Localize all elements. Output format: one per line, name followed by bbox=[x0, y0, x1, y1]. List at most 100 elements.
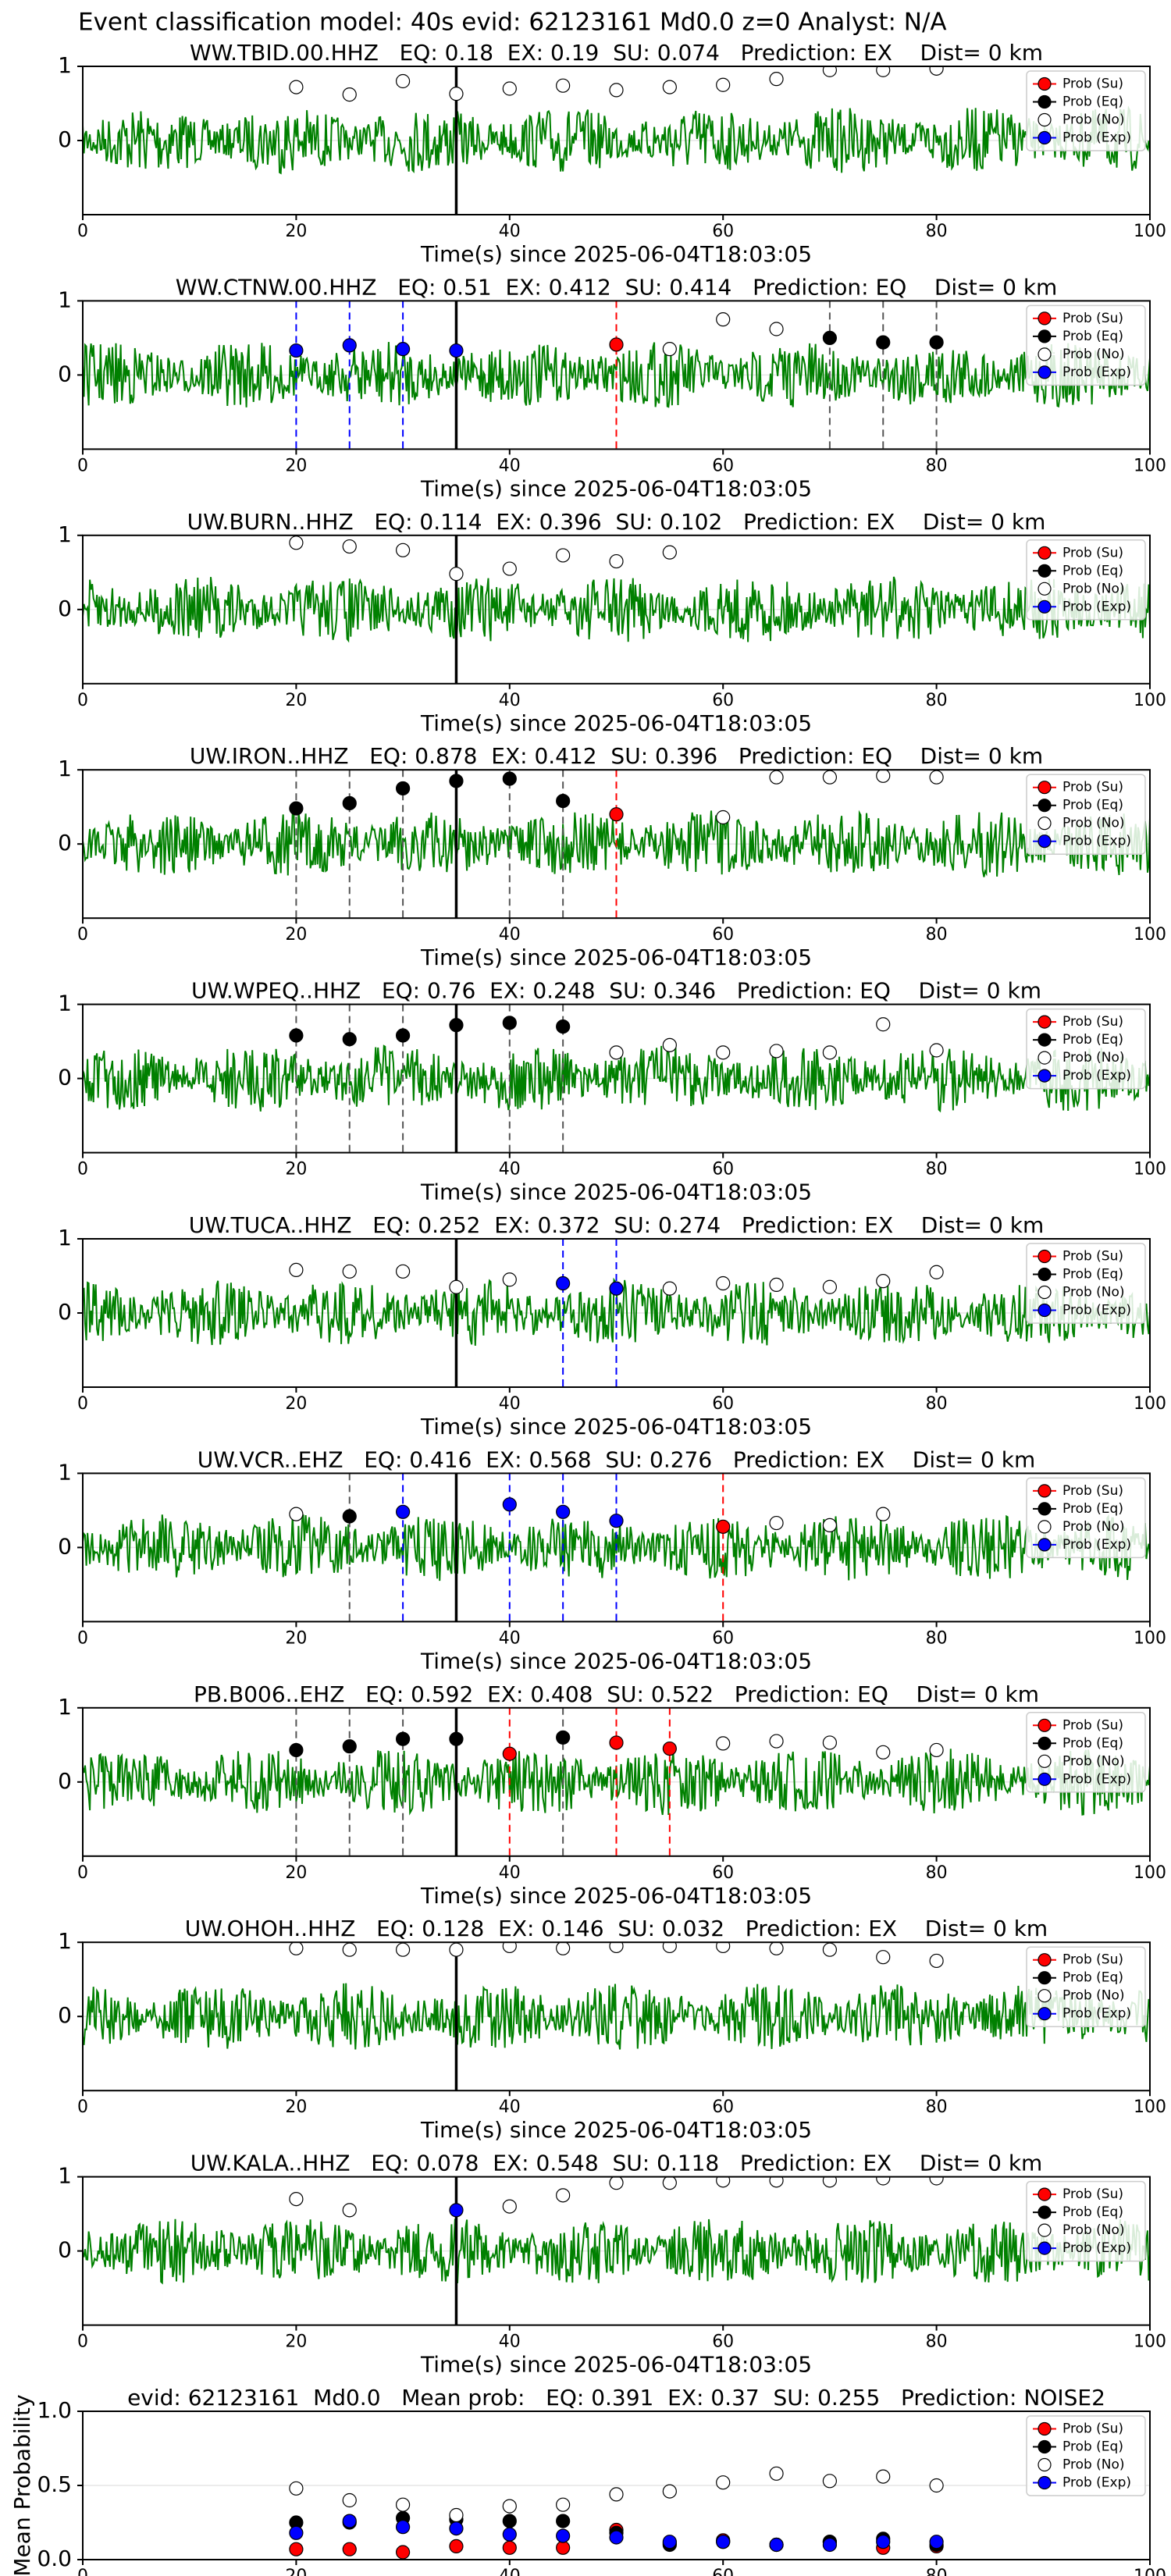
legend-label: Prob (Su) bbox=[1062, 1249, 1123, 1265]
legend: Prob (Su) Prob (Eq) Prob (No) Prob (Exp) bbox=[1026, 70, 1146, 151]
x-tick-label: 60 bbox=[712, 2097, 734, 2117]
legend-marker bbox=[1038, 1754, 1052, 1768]
x-tick-label: 80 bbox=[926, 2332, 948, 2352]
prob-point bbox=[342, 1264, 357, 1279]
legend-marker bbox=[1038, 834, 1052, 849]
prob-point bbox=[449, 2203, 464, 2218]
prob-point bbox=[342, 2203, 357, 2218]
x-tick-label: 0 bbox=[77, 691, 88, 710]
legend-box bbox=[1026, 1946, 1146, 2027]
legend: Prob (Su) Prob (Eq) Prob (No) Prob (Exp) bbox=[1026, 774, 1146, 855]
prob-point bbox=[769, 2537, 784, 2553]
y-tick-label: 1 bbox=[58, 756, 72, 781]
legend-label: Prob (Eq) bbox=[1062, 798, 1123, 813]
y-tick-label: 0 bbox=[58, 2237, 72, 2263]
x-tick-label: 100 bbox=[1134, 1394, 1166, 1414]
prob-point bbox=[342, 1509, 357, 1524]
prob-point bbox=[662, 1281, 677, 1296]
prob-point bbox=[502, 2514, 517, 2528]
prob-point bbox=[502, 2527, 517, 2542]
legend-label: Prob (Eq) bbox=[1062, 329, 1123, 344]
prob-point bbox=[395, 1731, 411, 1746]
y-tick-label: 0 bbox=[58, 126, 72, 152]
x-tick-label: 0 bbox=[77, 1863, 88, 1883]
legend-label: Prob (Eq) bbox=[1062, 563, 1123, 578]
x-tick-label: 0 bbox=[77, 925, 88, 945]
prob-point bbox=[502, 2540, 517, 2555]
prob-point bbox=[609, 2176, 624, 2190]
prob-point bbox=[342, 2514, 357, 2528]
prob-point bbox=[609, 807, 624, 822]
prob-point bbox=[449, 87, 464, 101]
prob-point bbox=[769, 1942, 784, 1955]
prob-point bbox=[822, 1517, 838, 1533]
x-tick-label: 0 bbox=[77, 2567, 88, 2576]
y-tick-label: 0 bbox=[58, 1533, 72, 1559]
legend: Prob (Su) Prob (Eq) Prob (No) Prob (Exp) bbox=[1026, 2180, 1146, 2262]
x-tick-label: 20 bbox=[285, 1160, 307, 1179]
prob-point bbox=[662, 342, 677, 357]
prob-point bbox=[769, 2176, 784, 2188]
x-tick-label: 40 bbox=[499, 925, 521, 945]
x-axis-label: Time(s) since 2025-06-04T18:03:05 bbox=[420, 241, 812, 267]
prob-point bbox=[929, 1742, 944, 1758]
prob-point bbox=[876, 1507, 891, 1521]
legend-marker bbox=[1038, 1069, 1052, 1083]
legend-label: Prob (Su) bbox=[1062, 2421, 1123, 2437]
prob-point bbox=[876, 1274, 891, 1289]
prob-point bbox=[395, 2520, 411, 2535]
x-tick-label: 20 bbox=[285, 456, 307, 475]
panel-title: UW.IRON..HHZ EQ: 0.878 EX: 0.412 SU: 0.3… bbox=[190, 743, 1043, 769]
panel-title: UW.WPEQ..HHZ EQ: 0.76 EX: 0.248 SU: 0.34… bbox=[191, 978, 1041, 1004]
y-tick-label: 1 bbox=[58, 991, 72, 1016]
prob-point bbox=[449, 1279, 464, 1294]
x-tick-label: 40 bbox=[499, 1160, 521, 1179]
legend-label: Prob (No) bbox=[1062, 1285, 1125, 1300]
x-tick-label: 100 bbox=[1134, 2097, 1166, 2117]
prob-point bbox=[769, 322, 784, 336]
prob-point bbox=[556, 2528, 571, 2543]
x-tick-label: 80 bbox=[926, 1863, 948, 1883]
prob-point bbox=[876, 1950, 891, 1965]
x-tick-label: 0 bbox=[77, 1160, 88, 1179]
prob-point bbox=[556, 793, 571, 809]
legend-marker bbox=[1038, 2241, 1052, 2255]
prob-point bbox=[929, 1265, 944, 1279]
prob-point bbox=[609, 1514, 624, 1528]
prob-point bbox=[822, 330, 838, 345]
legend-marker bbox=[1038, 311, 1052, 326]
x-tick-label: 60 bbox=[712, 2332, 734, 2352]
y-tick-label: 0.5 bbox=[37, 2471, 72, 2497]
prob-point bbox=[395, 2497, 411, 2512]
prob-point bbox=[716, 1276, 731, 1291]
x-tick-label: 80 bbox=[926, 691, 948, 710]
prob-point bbox=[556, 1276, 571, 1291]
legend: Prob (Su) Prob (Eq) Prob (No) Prob (Exp) bbox=[1026, 1008, 1146, 1090]
legend-marker bbox=[1038, 2439, 1052, 2454]
legend-marker bbox=[1038, 1267, 1052, 1282]
panel-title: evid: 62123161 Md0.0 Mean prob: EQ: 0.39… bbox=[127, 2385, 1105, 2411]
prob-point bbox=[395, 2545, 411, 2560]
legend-label: Prob (Exp) bbox=[1062, 1537, 1131, 1553]
prob-point bbox=[929, 1953, 944, 1969]
legend-label: Prob (Eq) bbox=[1062, 1970, 1123, 1986]
legend-label: Prob (Su) bbox=[1062, 1483, 1123, 1499]
y-tick-label: 0 bbox=[58, 2002, 72, 2028]
legend-marker bbox=[1038, 1015, 1052, 1029]
prob-point bbox=[609, 1281, 624, 1296]
x-tick-label: 20 bbox=[285, 925, 307, 945]
prob-point bbox=[769, 2466, 784, 2481]
prob-point bbox=[342, 539, 357, 554]
prob-point bbox=[289, 1942, 304, 1955]
waveform bbox=[83, 342, 1150, 408]
prob-point bbox=[822, 2537, 838, 2553]
legend-label: Prob (Su) bbox=[1062, 1952, 1123, 1968]
legend-label: Prob (Eq) bbox=[1062, 2204, 1123, 2220]
x-axis-label: Time(s) since 2025-06-04T18:03:05 bbox=[420, 2352, 812, 2378]
panel-title: UW.TUCA..HHZ EQ: 0.252 EX: 0.372 SU: 0.2… bbox=[189, 1212, 1045, 1238]
prob-point bbox=[502, 2199, 517, 2214]
prob-point bbox=[876, 2535, 891, 2549]
x-tick-label: 60 bbox=[712, 1628, 734, 1648]
